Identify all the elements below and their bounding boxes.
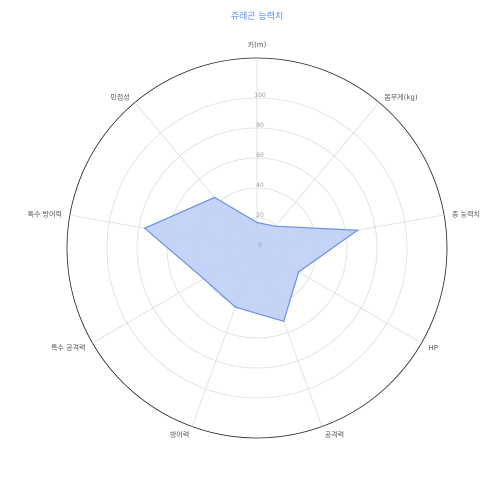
tick-labels: 0 20 40 60 80 100 (254, 92, 266, 249)
axis-label: 몸무게(kg) (384, 92, 418, 101)
axis-label: 종 능력치 (452, 210, 480, 219)
axis-label: 민첩성 (110, 92, 129, 101)
tick-label: 100 (254, 92, 266, 99)
tick-label: 20 (256, 212, 264, 219)
data-point (282, 320, 285, 323)
series-area (143, 196, 360, 323)
spoke (256, 102, 380, 249)
series (143, 196, 360, 323)
chart-title: 쥬레곤 능력치 (231, 10, 284, 22)
axis-label: 키(m) (248, 40, 267, 49)
data-point (213, 196, 216, 199)
axis-label: 방어력 (170, 430, 189, 439)
axis-label: HP (428, 344, 438, 352)
data-point (274, 225, 277, 227)
axis-label: 공격력 (325, 431, 344, 439)
axis-labels: 키(m) 몸무게(kg) 종 능력치 HP 공격력 방어력 특수 공격력 특수 방어력 민첩성 (28, 40, 480, 439)
axis-label: 특수 공격력 (51, 344, 85, 352)
axis-label: 특수 방어력 (28, 210, 62, 219)
data-point (256, 221, 258, 224)
data-point (297, 271, 300, 273)
tick-label: 80 (256, 122, 264, 129)
tick-label: 60 (256, 152, 264, 159)
tick-label: 0 (258, 242, 262, 249)
data-point (143, 227, 146, 230)
tick-label: 40 (256, 182, 264, 189)
data-point (356, 229, 359, 232)
data-point (234, 306, 237, 309)
data-point (202, 277, 205, 280)
